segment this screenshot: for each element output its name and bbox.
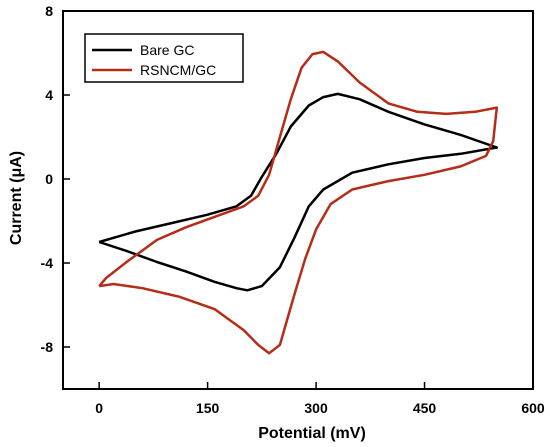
y-tick-label: -4 <box>41 255 54 271</box>
x-tick-label: 300 <box>304 400 328 416</box>
y-tick-label: 0 <box>45 171 53 187</box>
series-line-rsncm-gc <box>98 50 499 355</box>
y-axis-title: Current (μA) <box>8 151 25 245</box>
axes: 0 150 300 450 600 -8 -4 0 4 8 <box>41 3 545 416</box>
x-tick-label: 450 <box>413 400 437 416</box>
series-line-bare-gc <box>98 92 499 292</box>
legend-label-bare-gc: Bare GC <box>140 42 194 58</box>
plot-frame <box>62 10 534 390</box>
x-tick-label: 0 <box>95 400 103 416</box>
y-tick-label: -8 <box>41 339 54 355</box>
x-axis-title: Potential (mV) <box>258 425 366 442</box>
legend-label-rsncm-gc: RSNCM/GC <box>140 62 216 78</box>
y-tick-label: 4 <box>45 87 53 103</box>
series-group <box>98 50 499 355</box>
x-tick-label: 600 <box>521 400 545 416</box>
legend: Bare GC RSNCM/GC <box>84 33 244 83</box>
y-tick-label: 8 <box>45 3 53 19</box>
x-tick-label: 150 <box>196 400 220 416</box>
legend-box <box>84 33 244 83</box>
